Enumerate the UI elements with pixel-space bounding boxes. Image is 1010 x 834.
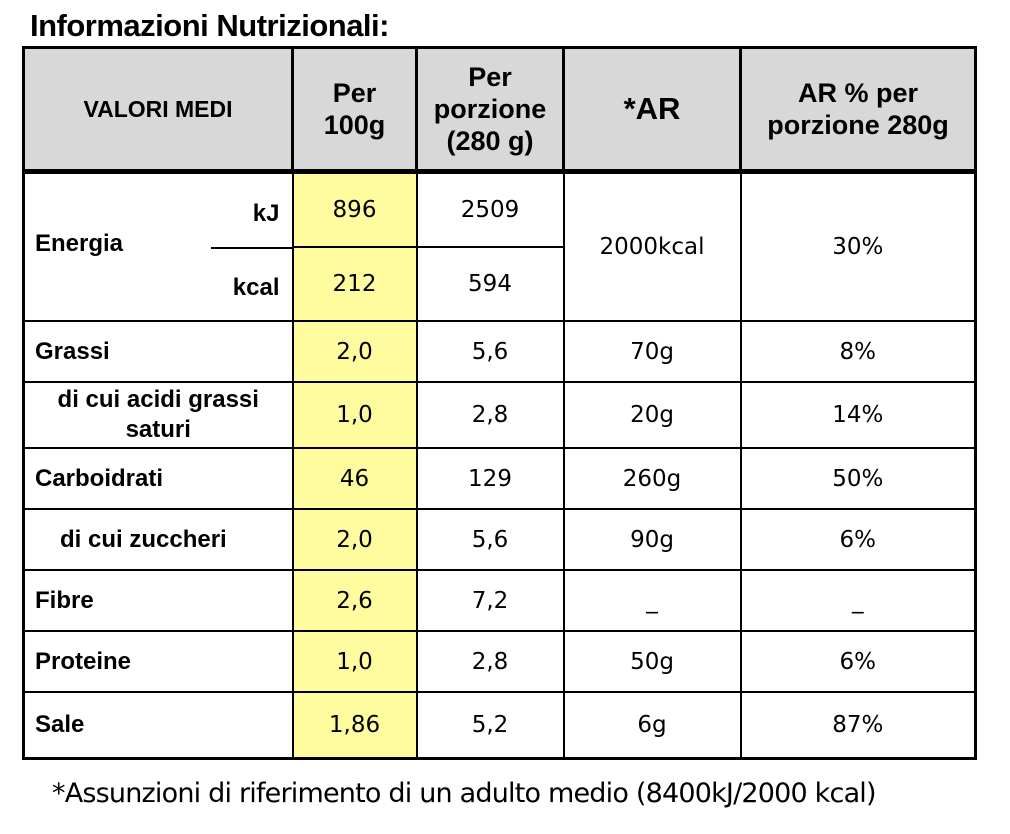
- table-row-saturi: di cui acidi grassi saturi 1,0 2,8 20g 1…: [22, 381, 977, 449]
- proteine-per-100g: 1,0: [291, 630, 418, 693]
- table-row-fibre: Fibre 2,6 7,2 _ _: [22, 569, 977, 632]
- sale-per-porzione: 5,2: [415, 691, 565, 760]
- sale-ar-pct: 87%: [739, 691, 977, 760]
- header-ar-porzione: AR % per porzione 280g: [739, 46, 977, 173]
- zuccheri-ar-pct: 6%: [739, 508, 977, 571]
- table-row-sale: Sale 1,86 5,2 6g 87%: [22, 691, 977, 760]
- energia-ar: 2000kcal: [562, 169, 742, 322]
- table-row-carboidrati: Carboidrati 46 129 260g 50%: [22, 447, 977, 510]
- header-row: VALORI MEDI Per 100g Per porzione (280 g…: [22, 46, 977, 173]
- header-per-porzione-line-2: porzione: [433, 94, 547, 124]
- row-label-saturi: di cui acidi grassi saturi: [22, 381, 294, 449]
- table-row-grassi: Grassi 2,0 5,6 70g 8%: [22, 320, 977, 383]
- grassi-per-porzione: 5,6: [415, 320, 565, 383]
- header-ar-porzione-line-1: AR % per: [797, 78, 919, 108]
- row-label-fibre: Fibre: [22, 569, 294, 632]
- energia-label: Energia: [35, 230, 124, 257]
- footnote: *Assunzioni di riferimento di un adulto …: [52, 778, 877, 809]
- sale-ar: 6g: [562, 691, 742, 760]
- row-label-carboidrati: Carboidrati: [22, 447, 294, 510]
- energia-kcal-porzione: 594: [415, 246, 565, 322]
- zuccheri-per-100g: 2,0: [291, 508, 418, 571]
- proteine-per-porzione: 2,8: [415, 630, 565, 693]
- header-per-porzione-line-1: Per: [468, 62, 512, 92]
- sale-per-100g: 1,86: [291, 691, 418, 760]
- header-per-100g-line-1: Per: [332, 78, 377, 108]
- row-label-zuccheri: di cui zuccheri: [22, 508, 294, 571]
- carboidrati-per-porzione: 129: [415, 447, 565, 510]
- proteine-ar: 50g: [562, 630, 742, 693]
- saturi-per-100g: 1,0: [291, 381, 418, 449]
- fibre-per-100g: 2,6: [291, 569, 418, 632]
- kj-label: kJ: [252, 200, 280, 227]
- carboidrati-per-100g: 46: [291, 447, 418, 510]
- nutrition-table: VALORI MEDI Per 100g Per porzione (280 g…: [22, 46, 977, 760]
- header-valori-medi: VALORI MEDI: [22, 46, 294, 173]
- energia-ar-pct: 30%: [739, 169, 977, 322]
- energia-kcal-100g: 212: [291, 246, 418, 322]
- table-row-zuccheri: di cui zuccheri 2,0 5,6 90g 6%: [22, 508, 977, 571]
- header-per-100g-line-2: 100g: [323, 110, 386, 140]
- zuccheri-ar: 90g: [562, 508, 742, 571]
- energia-kj-100g: 896: [291, 169, 418, 248]
- fibre-ar: _: [562, 569, 742, 632]
- energia-label-cell: Energia kJ kcal: [22, 169, 294, 322]
- kcal-label: kcal: [232, 274, 280, 301]
- row-label-grassi: Grassi: [22, 320, 294, 383]
- zuccheri-per-porzione: 5,6: [415, 508, 565, 571]
- table-row-proteine: Proteine 1,0 2,8 50g 6%: [22, 630, 977, 693]
- header-per-porzione: Per porzione (280 g): [415, 46, 565, 173]
- fibre-ar-pct: _: [739, 569, 977, 632]
- grassi-per-100g: 2,0: [291, 320, 418, 383]
- grassi-ar: 70g: [562, 320, 742, 383]
- saturi-per-porzione: 2,8: [415, 381, 565, 449]
- saturi-ar: 20g: [562, 381, 742, 449]
- row-label-sale: Sale: [22, 691, 294, 760]
- proteine-ar-pct: 6%: [739, 630, 977, 693]
- energia-kj-porzione: 2509: [415, 169, 565, 248]
- header-per-100g: Per 100g: [291, 46, 418, 173]
- saturi-ar-pct: 14%: [739, 381, 977, 449]
- row-label-proteine: Proteine: [22, 630, 294, 693]
- table-row-energia-kj: Energia kJ kcal 896 2509 2000kcal 30%: [22, 169, 977, 322]
- fibre-per-porzione: 7,2: [415, 569, 565, 632]
- page-title: Informazioni Nutrizionali:: [30, 8, 390, 43]
- grassi-ar-pct: 8%: [739, 320, 977, 383]
- carboidrati-ar: 260g: [562, 447, 742, 510]
- header-ar: *AR: [562, 46, 742, 173]
- table-row-energia-kcal: 212 594: [24, 246, 976, 322]
- header-per-porzione-line-3: (280 g): [446, 126, 534, 156]
- energia-divider: [211, 247, 292, 249]
- carboidrati-ar-pct: 50%: [739, 447, 977, 510]
- header-ar-porzione-line-2: porzione 280g: [767, 110, 949, 140]
